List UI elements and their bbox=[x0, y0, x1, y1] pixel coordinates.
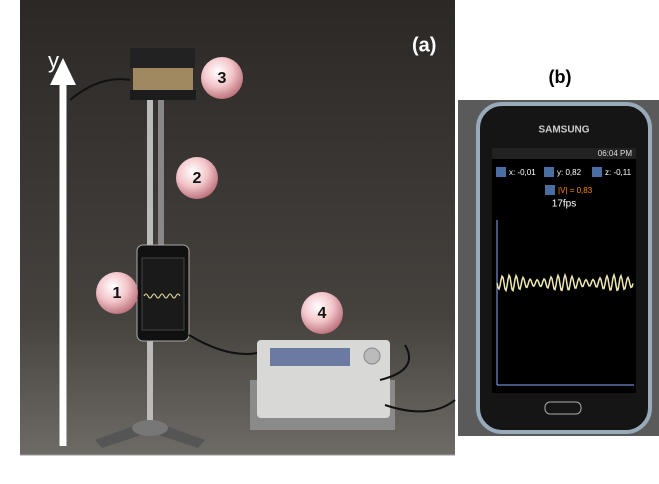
shaker-body bbox=[133, 68, 193, 90]
panel-label: (a) bbox=[412, 34, 436, 56]
marker-label: 3 bbox=[218, 70, 227, 87]
screen bbox=[492, 148, 636, 393]
generator-knob bbox=[364, 348, 380, 364]
marker-label: 1 bbox=[113, 285, 122, 302]
panel-label: (b) bbox=[549, 67, 572, 87]
checkbox[interactable] bbox=[496, 167, 506, 177]
marker-label: 2 bbox=[193, 170, 202, 187]
shaker-base bbox=[130, 90, 196, 100]
fps: 17fps bbox=[552, 199, 576, 210]
stand-hub bbox=[132, 420, 168, 436]
magnitude: |V| = 0,83 bbox=[558, 186, 593, 195]
checkbox-label: x: -0,01 bbox=[509, 168, 536, 177]
time: 06:04 PM bbox=[598, 149, 633, 158]
marker-label: 4 bbox=[318, 305, 327, 322]
axis-label: y bbox=[48, 48, 59, 73]
shaker-top bbox=[130, 48, 195, 68]
checkbox[interactable] bbox=[545, 185, 555, 195]
checkbox-label: y: 0,82 bbox=[557, 168, 582, 177]
checkbox[interactable] bbox=[544, 167, 554, 177]
figure: y (a) 1 2 3 4 (b) SAMSUNG 06:04 PM x: -0,01… bbox=[0, 0, 659, 484]
brand: SAMSUNG bbox=[538, 125, 589, 136]
page: y (a) 1 2 3 4 (b) SAMSUNG 06:04 PM x: -0,01… bbox=[0, 0, 659, 484]
checkboxes: x: -0,01 y: 0,82 z: -0,11 bbox=[496, 167, 632, 177]
checkbox-label: z: -0,11 bbox=[605, 168, 632, 177]
generator-display bbox=[270, 348, 350, 366]
checkbox[interactable] bbox=[592, 167, 602, 177]
spring bbox=[158, 100, 164, 250]
